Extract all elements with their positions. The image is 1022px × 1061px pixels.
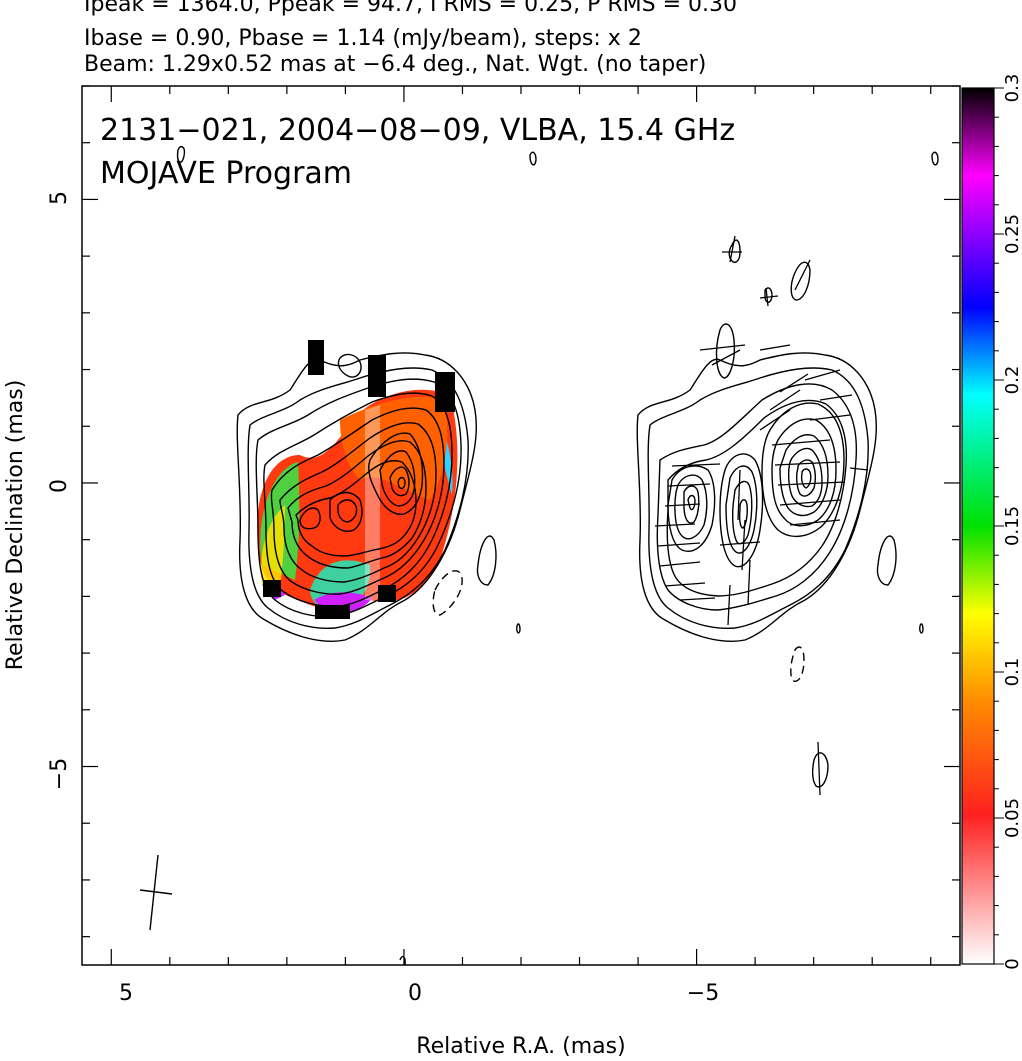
- left-intensity-contours: [176, 145, 537, 965]
- axis-ticks: [82, 85, 960, 965]
- colorbar-tick-label: 0: [1002, 958, 1022, 969]
- chart-title: 2131−021, 2004−08−09, VLBA, 15.4 GHz: [100, 113, 735, 148]
- beam-cross: [139, 854, 173, 931]
- colorbar-tick-label: 0.05: [1002, 798, 1022, 838]
- plot-frame: [81, 85, 961, 966]
- colorbar-tick-labels: 0 0.05 0.1 0.15 0.2 0.25 0.3: [1002, 74, 1022, 970]
- x-axis-label: Relative R.A. (mas): [416, 1034, 625, 1059]
- x-tick-label-5: 5: [119, 981, 133, 1006]
- chart-subtitle: MOJAVE Program: [100, 156, 352, 191]
- colorbar-tick-label: 0.3: [1002, 74, 1022, 103]
- header-line-2: Ibase = 0.90, Pbase = 1.14 (mJy/beam), s…: [84, 26, 642, 51]
- header-line-3: Beam: 1.29x0.52 mas at −6.4 deg., Nat. W…: [84, 52, 707, 77]
- colorbar-ticks: [994, 87, 1004, 965]
- y-tick-label-minus5: −5: [47, 758, 72, 790]
- x-tick-label-minus5: −5: [687, 981, 719, 1006]
- header-line-1: Ipeak = 1364.0, Ppeak = 94.7, I RMS = 0.…: [84, 0, 737, 17]
- right-intensity-contours: [636, 151, 939, 788]
- colorbar: [961, 87, 995, 965]
- colorbar-tick-label: 0.15: [1002, 506, 1022, 546]
- colorbar-tick-label: 0.2: [1002, 366, 1022, 395]
- evpa-vectors: [654, 235, 869, 796]
- y-tick-label-5: 5: [47, 191, 72, 205]
- y-tick-label-0: 0: [47, 479, 72, 493]
- y-axis-label: Relative Declination (mas): [3, 380, 28, 671]
- colorbar-tick-label: 0.25: [1002, 214, 1022, 254]
- colorbar-tick-label: 0.1: [1002, 658, 1022, 687]
- x-tick-label-0: 0: [408, 981, 422, 1006]
